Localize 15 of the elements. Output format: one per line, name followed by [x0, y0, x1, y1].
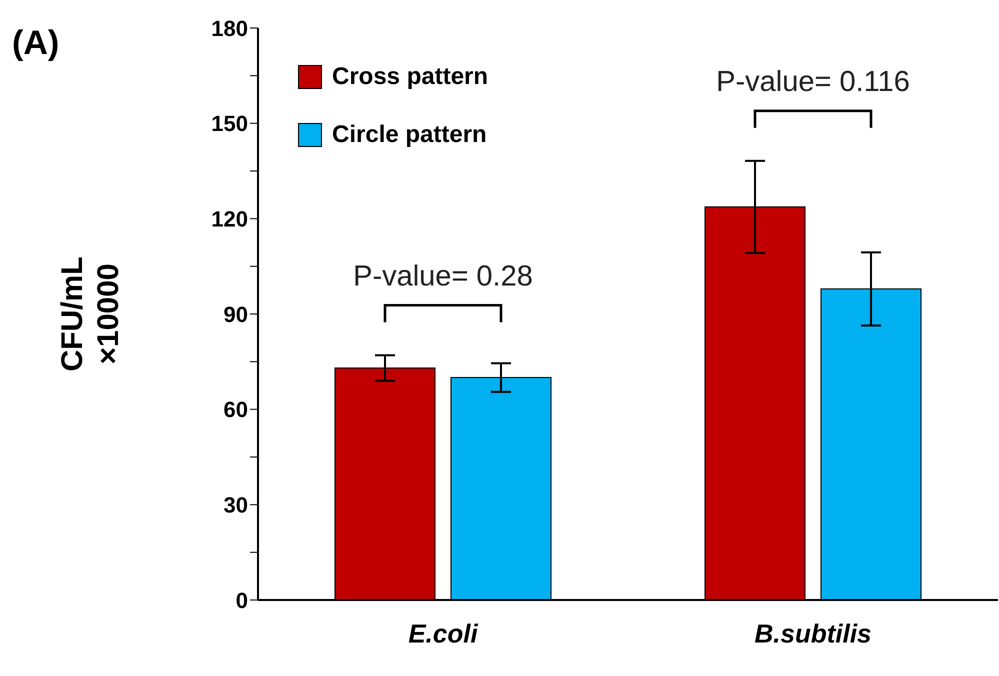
y-tick-label: 60: [224, 397, 248, 422]
x-tick-label: E.coli: [408, 618, 478, 648]
annotation: P-value= 0.28: [353, 260, 533, 292]
y-tick-label: 150: [211, 111, 248, 136]
y-tick-label: 0: [236, 588, 248, 613]
y-tick-label: 90: [224, 302, 248, 327]
chart-title: (A): [12, 24, 60, 63]
y-tick-label: 120: [211, 206, 248, 232]
y-tick-label: 180: [211, 16, 248, 41]
annotation: P-value= 0.116: [716, 66, 910, 98]
x-tick-label: B.subtilis: [754, 618, 872, 648]
y-tick-label: 30: [224, 492, 248, 518]
y-axis-title: CFU/mL ×10000: [56, 256, 125, 372]
legend-label: Cross pattern: [332, 63, 488, 91]
legend-label: Circle pattern: [332, 121, 487, 149]
